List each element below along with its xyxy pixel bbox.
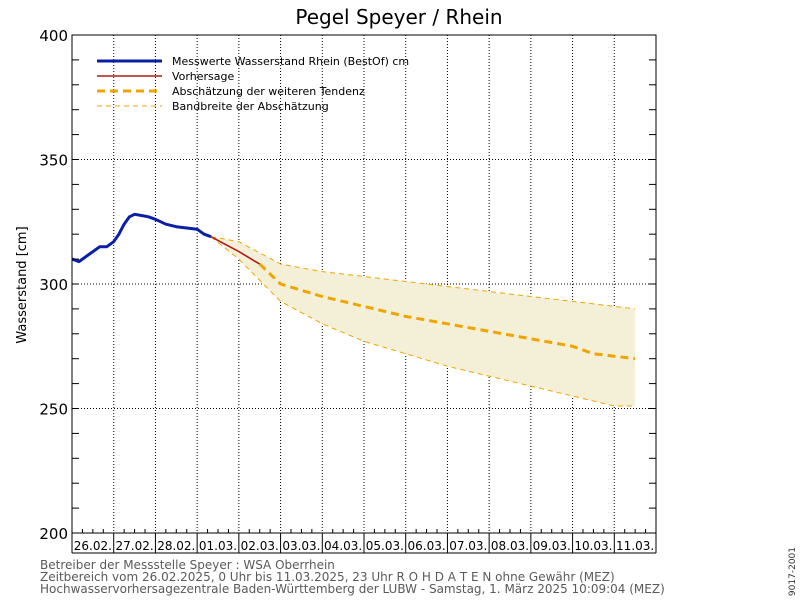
x-tick-label: 07.03. bbox=[449, 539, 487, 553]
range-band-fill bbox=[211, 236, 636, 406]
x-tick-label: 03.03. bbox=[282, 539, 320, 553]
x-tick-label: 05.03. bbox=[366, 539, 404, 553]
y-tick-label: 200 bbox=[39, 525, 68, 543]
y-tick-label: 250 bbox=[39, 401, 68, 419]
y-tick-label: 350 bbox=[39, 152, 68, 170]
x-tick-label: 08.03. bbox=[491, 539, 529, 553]
x-tick-label: 10.03. bbox=[574, 539, 612, 553]
footer-timerange: Zeitbereich vom 26.02.2025, 0 Uhr bis 11… bbox=[40, 570, 615, 584]
legend-label: Bandbreite der Abschätzung bbox=[172, 100, 329, 113]
range-band-layer bbox=[210, 236, 636, 407]
chart-title: Pegel Speyer / Rhein bbox=[295, 5, 502, 29]
range-band-lower bbox=[210, 236, 636, 407]
x-tick-label: 01.03. bbox=[199, 539, 237, 553]
legend: Messwerte Wasserstand Rhein (BestOf) cm V… bbox=[97, 55, 409, 113]
series-line bbox=[210, 235, 261, 265]
axes-layer: 200 250 300 350 400 26.02. 27.02. 28.02. 01.03. 0… bbox=[39, 27, 657, 554]
y-tick-label: 300 bbox=[39, 276, 68, 294]
y-axis-label: Wasserstand [cm] bbox=[15, 226, 30, 343]
x-tick-label: 09.03. bbox=[533, 539, 571, 553]
legend-label: Messwerte Wasserstand Rhein (BestOf) cm bbox=[172, 55, 409, 68]
series-line bbox=[71, 212, 212, 264]
legend-label: Abschätzung der weiteren Tendenz bbox=[172, 85, 365, 98]
x-tick-label: 06.03. bbox=[407, 539, 445, 553]
x-tick-label: 28.02. bbox=[157, 539, 195, 553]
series-layer bbox=[71, 212, 636, 361]
y-tick-label: 400 bbox=[39, 27, 68, 45]
legend-label: Vorhersage bbox=[172, 70, 234, 83]
x-tick-label: 02.03. bbox=[241, 539, 279, 553]
x-tick-label: 27.02. bbox=[115, 539, 153, 553]
footer-source: Hochwasservorhersagezentrale Baden-Württ… bbox=[40, 582, 665, 596]
series-line bbox=[258, 263, 636, 361]
range-band-upper bbox=[210, 236, 636, 310]
x-tick-label: 26.02. bbox=[74, 539, 112, 553]
x-tick-label: 04.03. bbox=[324, 539, 362, 553]
x-tick-label: 11.03. bbox=[616, 539, 654, 553]
footer-operator: Betreiber der Messstelle Speyer : WSA Ob… bbox=[40, 558, 335, 572]
side-code: 9017-2001 bbox=[788, 546, 798, 596]
